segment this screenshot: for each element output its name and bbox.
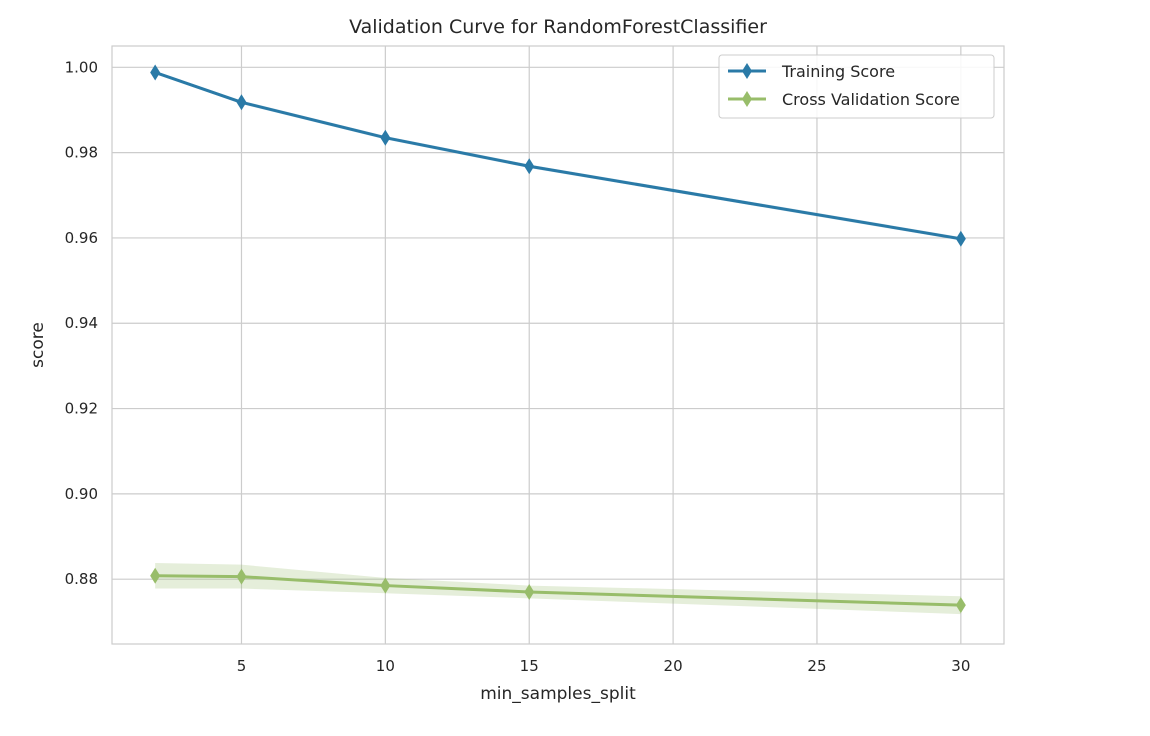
data-point-training [524, 158, 535, 175]
data-point-cv [955, 597, 966, 614]
data-point-training [955, 230, 966, 247]
x-tick-label: 5 [237, 657, 247, 675]
y-tick-label: 0.94 [65, 314, 98, 332]
x-tick-label: 30 [951, 657, 970, 675]
x-tick-label: 15 [520, 657, 539, 675]
data-point-cv [380, 577, 391, 594]
plot-area-background [112, 46, 1004, 644]
chart-title: Validation Curve for RandomForestClassif… [349, 16, 767, 38]
data-point-training [150, 64, 161, 81]
y-tick-label: 1.00 [65, 58, 98, 76]
x-tick-label: 25 [807, 657, 826, 675]
tick-labels: 5 10 15 20 25 30 0.88 0.90 0.92 0.94 0.96 0.98 1.00 [65, 58, 971, 675]
legend-label-cv: Cross Validation Score [782, 90, 960, 109]
x-axis-label: min_samples_split [480, 684, 636, 704]
y-tick-label: 0.92 [65, 400, 98, 418]
legend-marker-cv [742, 91, 752, 107]
x-tick-label: 10 [376, 657, 395, 675]
y-axis-label: score [28, 322, 48, 368]
plot-area-frame [111, 45, 1005, 645]
data-point-cv [150, 567, 161, 584]
y-tick-label: 0.98 [65, 144, 98, 162]
data-point-training [236, 94, 247, 111]
data-point-training [380, 129, 391, 146]
data-point-cv [236, 568, 247, 585]
data-point-cv [524, 583, 535, 600]
series-markers [150, 64, 966, 614]
y-tick-label: 0.96 [65, 229, 98, 247]
band-cv [155, 562, 961, 615]
band-training [155, 71, 961, 241]
y-tick-label: 0.88 [65, 570, 98, 588]
legend-label-training: Training Score [781, 62, 895, 81]
y-tick-label: 0.90 [65, 485, 98, 503]
legend: Training Score Cross Validation Score [718, 54, 995, 119]
legend-box [718, 54, 995, 119]
x-tick-label: 20 [664, 657, 683, 675]
confidence-bands [155, 71, 961, 615]
legend-marker-training [742, 63, 752, 79]
